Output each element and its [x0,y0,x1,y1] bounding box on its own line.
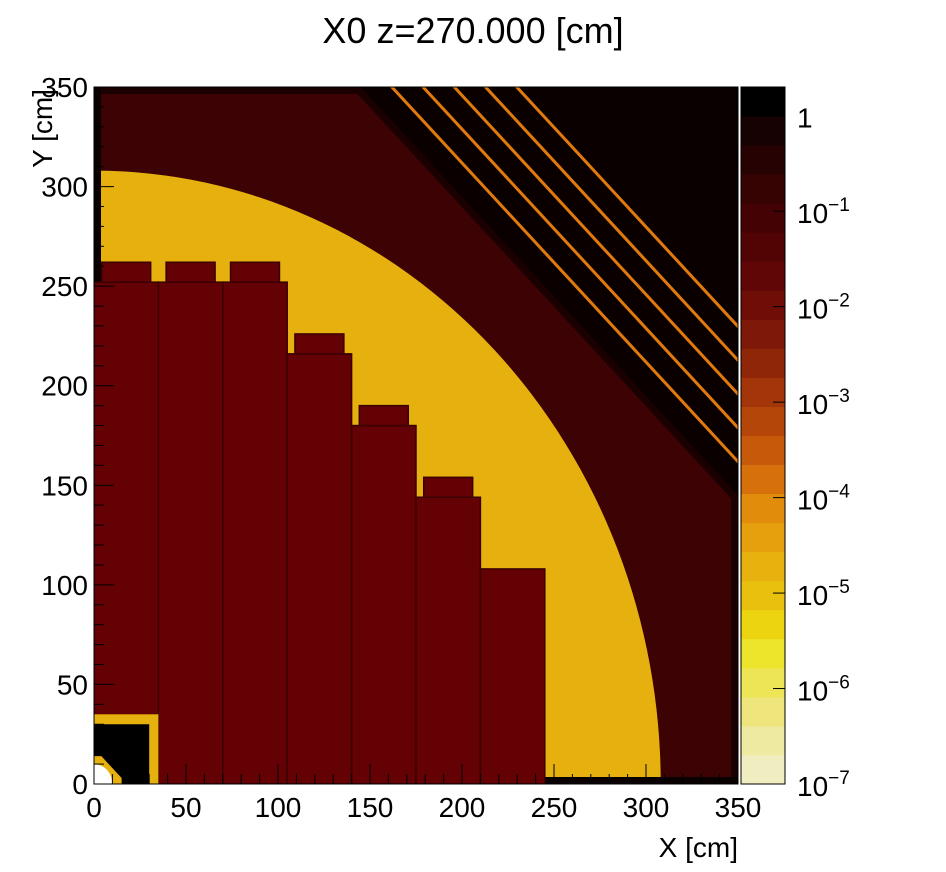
beam-pipe-region [94,714,159,784]
corner-stripe-line [452,87,738,397]
corner-outer [94,87,738,784]
x-tick-label: 100 [255,792,302,823]
colorbar-swatch [741,348,785,378]
y-axis-label: Y [cm] [27,89,58,168]
x-tick-label: 0 [86,792,102,823]
y-tick-label: 100 [41,570,88,601]
barrel-module [157,281,224,784]
y-tick-label: 0 [72,769,88,800]
barrel-module-cap [165,261,216,283]
barrel-module [350,424,417,784]
colorbar-tick-label: 1 [797,103,813,134]
y-tick-label: 200 [41,371,88,402]
barrel-module [479,568,546,784]
heatmap-cells [94,87,738,784]
colorbar-swatch [741,667,785,698]
colorbar-swatch [741,145,785,175]
corner-stripe [94,87,738,784]
barrel-module [286,353,353,784]
corner-yoke-region [94,87,738,784]
y-tick-label: 250 [41,271,88,302]
corner-stripe-line [514,87,738,329]
colorbar-swatch [741,464,785,495]
corner-outer-fill [94,87,738,784]
chart-title: X0 z=270.000 [cm] [322,10,623,51]
colorbar-swatch [741,116,785,146]
colorbar-frame [740,86,786,785]
colorbar-swatch [741,580,785,611]
colorbar-swatch [741,551,785,582]
barrel-modules [94,261,546,784]
x-tick-label: 350 [715,792,762,823]
plot-frame [93,86,739,785]
colorbar-swatch [741,203,785,233]
colorbar-tick-label: 10−4 [797,482,850,516]
colorbar-swatch [741,522,785,553]
beam-pipe-vacuum [94,764,113,784]
y-tick-label: 50 [57,669,88,700]
y-tick-label: 300 [41,172,88,203]
colorbar-swatch [741,754,785,785]
colorbar-swatch [741,406,785,436]
colorbar-tick-label: 10−5 [797,577,850,611]
corner-stripe-line [421,87,738,431]
axes: 0 50 100 150 200 250 300 350 0 50 100 150 200 250 300 3… [41,72,761,823]
colorbar-swatch [741,232,785,262]
colorbar-swatch [741,609,785,640]
y-tick-label: 150 [41,470,88,501]
x-tick-label: 250 [531,792,578,823]
barrel-module [94,281,160,784]
colorbar-swatch [741,696,785,727]
y-tick-label: 350 [41,72,88,103]
barrel-module-cap [422,476,474,498]
barrel-module [415,496,482,784]
plot-area [93,86,739,785]
x-tick-label: 300 [623,792,670,823]
colorbar-tick-label: 10−7 [797,768,850,802]
barrel-module-cap [100,261,152,283]
colorbar-tick-label: 10−3 [797,386,850,420]
colorbar-swatch [741,638,785,669]
colorbar-swatch [741,87,785,117]
x-axis-label: X [cm] [659,832,738,863]
colorbar-swatch [741,290,785,320]
colorbar-tick-label: 10−2 [797,291,850,325]
colorbar-swatch [741,725,785,756]
barrel-module-cap [294,333,345,355]
barrel-module [222,281,288,784]
x-tick-label: 50 [170,792,201,823]
colorbar: 1 10−1 10−2 10−3 10−4 10−5 10−6 10−7 [740,86,850,802]
x-tick-label: 200 [439,792,486,823]
corner-stripe-line [483,87,738,363]
colorbar-tick-label: 10−6 [797,673,850,707]
x-tick-label: 150 [347,792,394,823]
colorbar-swatch [741,493,785,524]
colorbar-swatch [741,174,785,204]
colorbar-swatch [741,261,785,291]
barrel-module-cap [358,404,410,427]
colorbar-swatch [741,319,785,349]
barrel-module-cap [229,261,281,283]
corner-stripe-line [389,87,738,464]
colorbar-swatch [741,435,785,466]
colorbar-tick-label: 10−1 [797,195,850,229]
